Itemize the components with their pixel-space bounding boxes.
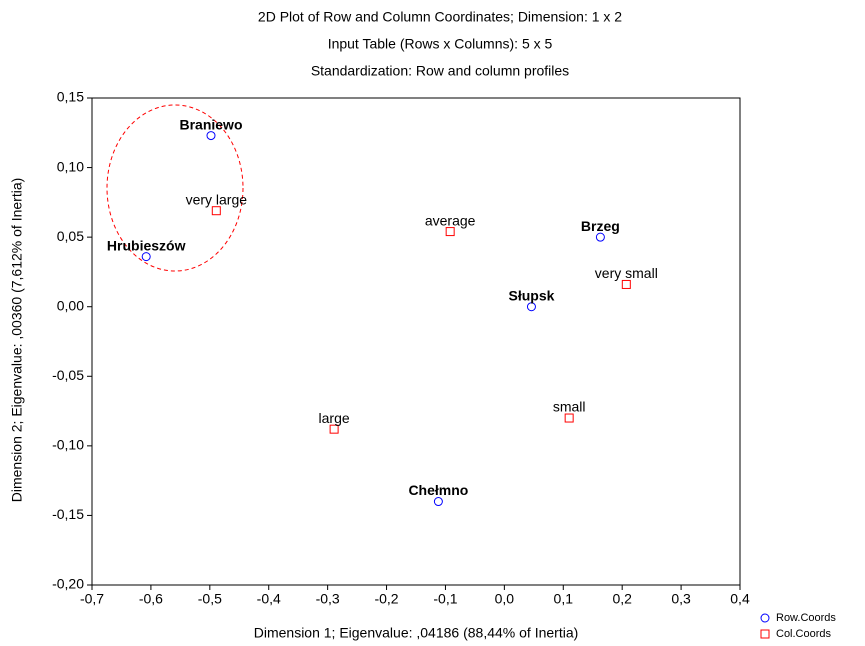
y-tick-label: -0,10 — [52, 437, 84, 453]
legend-marker — [760, 629, 770, 639]
x-tick-label: 0,1 — [554, 591, 574, 607]
x-tick-label: 0,2 — [612, 591, 632, 607]
y-tick-label: 0,05 — [57, 228, 84, 244]
point — [564, 413, 574, 423]
y-tick-label: -0,05 — [52, 367, 84, 383]
point — [526, 302, 536, 312]
highlight-ellipse — [106, 104, 244, 272]
point-label: Słupsk — [509, 287, 555, 303]
point-label: Braniewo — [179, 116, 242, 132]
point-label: very large — [186, 191, 248, 207]
x-axis-label: Dimension 1; Eigenvalue: ,04186 (88,44% … — [254, 625, 579, 641]
plot-frame — [91, 97, 741, 586]
point-label: Brzeg — [581, 218, 620, 234]
point-label: Hrubieszów — [107, 237, 186, 253]
y-axis-label: Dimension 2; Eigenvalue: ,00360 (7,612% … — [9, 178, 25, 503]
x-tick-label: -0,6 — [139, 591, 163, 607]
point-label: very small — [595, 265, 658, 281]
point — [621, 279, 631, 289]
x-tick-label: 0,3 — [671, 591, 691, 607]
y-tick-label: 0,10 — [57, 158, 84, 174]
legend-label: Row.Coords — [776, 612, 836, 624]
x-tick-label: -0,2 — [374, 591, 398, 607]
point — [445, 227, 455, 237]
y-tick-label: 0,15 — [57, 89, 84, 105]
x-tick-label: -0,3 — [316, 591, 340, 607]
x-tick-label: -0,5 — [198, 591, 222, 607]
point-label: small — [553, 399, 586, 415]
y-tick-label: -0,20 — [52, 576, 84, 592]
point-label: large — [319, 410, 350, 426]
x-tick-label: -0,1 — [433, 591, 457, 607]
x-tick-label: 0,0 — [495, 591, 515, 607]
y-tick-label: 0,00 — [57, 297, 84, 313]
chart-subtitle: Standardization: Row and column profiles — [311, 63, 569, 79]
legend-marker — [760, 613, 770, 623]
point — [206, 131, 216, 141]
point — [141, 252, 151, 262]
x-tick-label: -0,4 — [257, 591, 281, 607]
x-tick-label: 0,4 — [730, 591, 750, 607]
point — [433, 497, 443, 507]
point-label: Chełmno — [408, 482, 468, 498]
chart-title: 2D Plot of Row and Column Coordinates; D… — [258, 9, 622, 25]
point — [595, 232, 605, 242]
x-tick-label: -0,7 — [80, 591, 104, 607]
point — [329, 424, 339, 434]
point — [211, 206, 221, 216]
legend-label: Col.Coords — [776, 628, 832, 640]
chart-subtitle: Input Table (Rows x Columns): 5 x 5 — [328, 36, 553, 52]
point-label: average — [425, 212, 476, 228]
y-tick-label: -0,15 — [52, 506, 84, 522]
